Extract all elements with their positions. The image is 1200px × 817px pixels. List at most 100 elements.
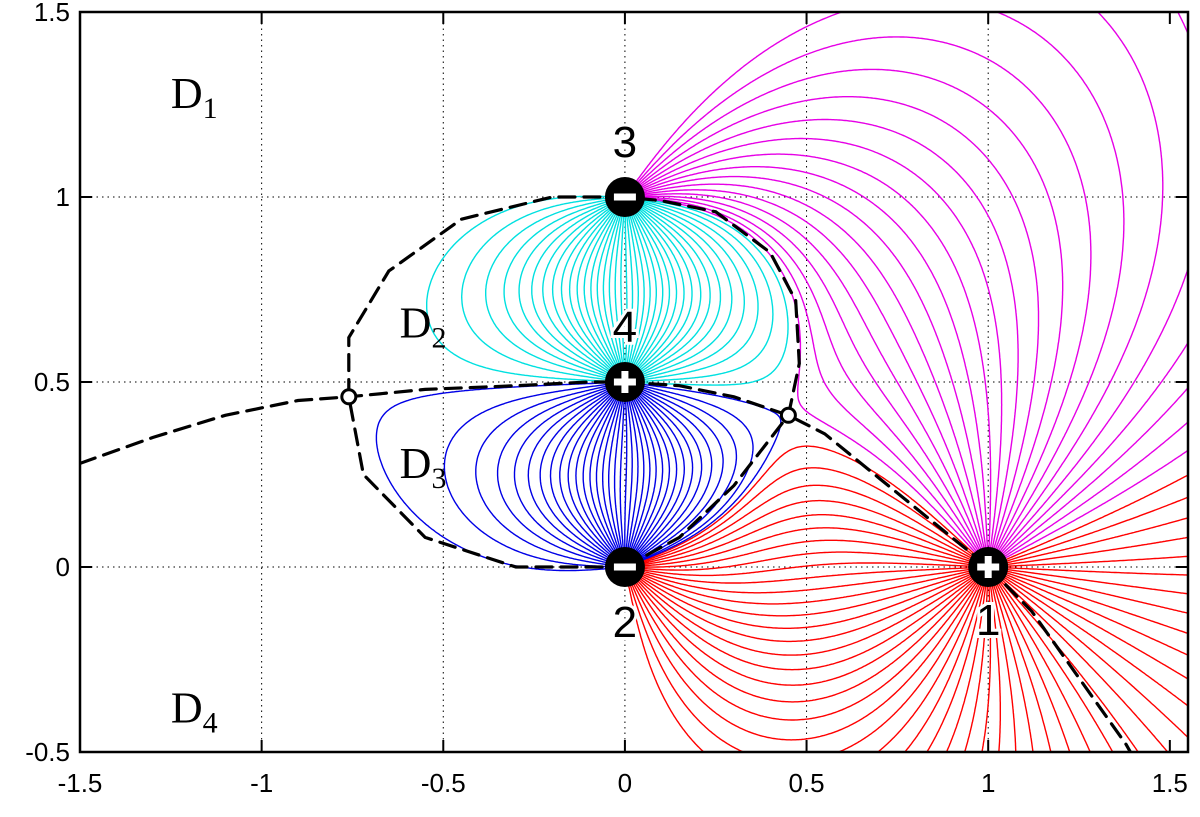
field-line — [992, 566, 1188, 576]
field-line — [582, 385, 624, 565]
field-line — [626, 36, 1092, 564]
saddle-point — [340, 388, 358, 406]
field-line — [992, 566, 1188, 595]
field-line — [627, 153, 992, 563]
field-line — [624, 386, 633, 564]
field-line — [549, 384, 622, 566]
field-line — [626, 12, 1125, 564]
field-line — [991, 568, 1188, 707]
field-line — [992, 567, 1188, 614]
field-line — [989, 570, 1071, 752]
field-line — [628, 514, 985, 568]
field-line — [626, 569, 986, 703]
field-line — [627, 566, 984, 594]
field-line — [990, 569, 1169, 752]
field-line — [625, 385, 651, 564]
field-line — [628, 197, 745, 382]
field-line — [981, 571, 992, 752]
x-tick-label: 0.5 — [788, 768, 824, 798]
field-line — [625, 569, 987, 741]
field-line — [627, 198, 702, 381]
field-line — [628, 189, 988, 564]
field-line — [991, 568, 1188, 656]
y-tick-label: -0.5 — [25, 737, 70, 767]
field-line — [627, 445, 986, 567]
field-line — [575, 385, 623, 565]
field-line — [627, 175, 989, 563]
x-tick-label: -1.5 — [58, 768, 103, 798]
field-line — [626, 198, 693, 380]
field-line — [624, 386, 628, 564]
region-subscript: 4 — [203, 706, 218, 739]
field-line — [625, 385, 657, 565]
field-line — [560, 198, 623, 380]
field-line — [625, 385, 645, 565]
field-line — [527, 383, 622, 567]
field-line — [624, 200, 634, 378]
region-subscript: 3 — [431, 462, 446, 495]
field-line — [628, 383, 724, 566]
charge-label: 2 — [613, 598, 637, 647]
field-line — [627, 384, 678, 565]
field-line — [992, 517, 1188, 567]
field-line — [625, 570, 988, 752]
separatrix-line — [347, 195, 627, 569]
x-tick-label: 1.5 — [1152, 768, 1188, 798]
field-line — [496, 382, 622, 567]
field-line — [988, 571, 1001, 752]
field-line — [626, 199, 685, 380]
field-line — [628, 499, 985, 567]
field-line — [627, 568, 985, 629]
field-line — [531, 198, 622, 381]
field-line — [992, 496, 1188, 567]
field-line — [627, 568, 985, 643]
field-line — [963, 571, 989, 752]
field-line — [628, 527, 985, 568]
field-line — [628, 193, 988, 564]
separatrix-line — [623, 195, 801, 417]
field-line — [991, 421, 1188, 566]
field-line — [628, 196, 986, 565]
field-line — [903, 570, 988, 752]
field-line — [626, 68, 1064, 564]
field-line — [626, 568, 986, 671]
field-line — [628, 562, 984, 577]
field-line — [628, 551, 984, 571]
field-line — [945, 571, 989, 752]
minus-sign-icon — [613, 193, 636, 201]
field-line — [992, 567, 1188, 635]
y-tick-label: 1.5 — [34, 0, 70, 27]
field-line — [628, 484, 985, 567]
field-line — [625, 569, 987, 752]
field-line — [551, 199, 622, 380]
field-line — [628, 467, 986, 567]
field-line — [991, 474, 1188, 566]
field-line — [628, 383, 713, 566]
field-line — [627, 198, 711, 381]
field-line — [576, 198, 624, 379]
field-line — [485, 196, 622, 382]
field-line — [613, 386, 625, 563]
field-line — [988, 571, 1034, 752]
field-line — [628, 196, 789, 386]
field-line — [625, 199, 664, 379]
field-line — [625, 200, 645, 379]
field-line — [503, 197, 622, 382]
field-line — [624, 200, 639, 378]
field-line — [568, 198, 624, 380]
field-line — [991, 568, 1188, 680]
field-line — [627, 96, 1040, 563]
field-line — [625, 385, 664, 565]
field-line — [620, 200, 626, 378]
field-line — [539, 383, 623, 567]
separatrix-line — [623, 413, 790, 569]
field-line — [990, 570, 1114, 752]
field-line — [602, 199, 625, 378]
field-line — [629, 196, 987, 564]
field-line — [608, 199, 625, 378]
field-line — [627, 381, 782, 567]
field-line — [602, 386, 625, 565]
y-tick-label: 0.5 — [34, 367, 70, 397]
